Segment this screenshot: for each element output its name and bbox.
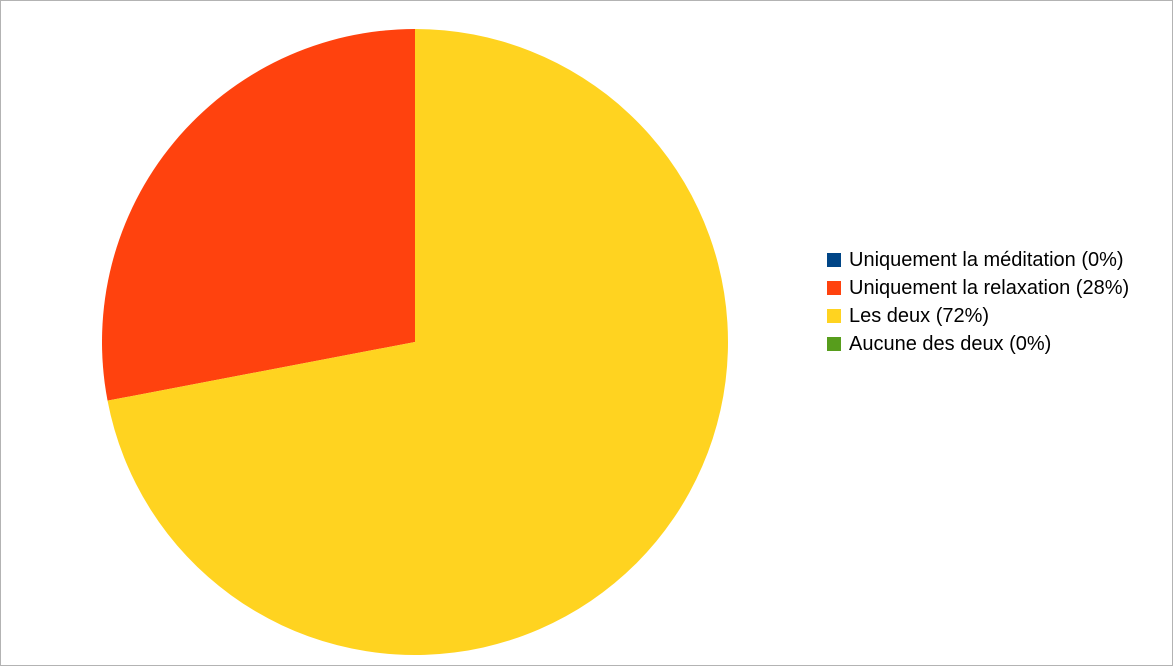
legend-swatch [827,337,841,351]
pie-slice-1 [101,29,416,401]
legend: Uniquement la méditation (0%) Uniquement … [827,248,1167,360]
legend-item: Uniquement la méditation (0%) [827,248,1167,272]
pie-slices [101,29,729,656]
legend-item: Uniquement la relaxation (28%) [827,276,1167,300]
legend-label: Uniquement la méditation (0%) [849,249,1124,271]
legend-swatch [827,281,841,295]
pie-slice-2 [107,29,729,656]
legend-swatch [827,253,841,267]
legend-item: Aucune des deux (0%) [827,332,1167,356]
legend-swatch [827,309,841,323]
legend-label: Uniquement la relaxation (28%) [849,277,1130,299]
legend-label: Les deux (72%) [849,305,990,327]
legend-item: Les deux (72%) [827,304,1167,328]
legend-label: Aucune des deux (0%) [849,333,1052,355]
